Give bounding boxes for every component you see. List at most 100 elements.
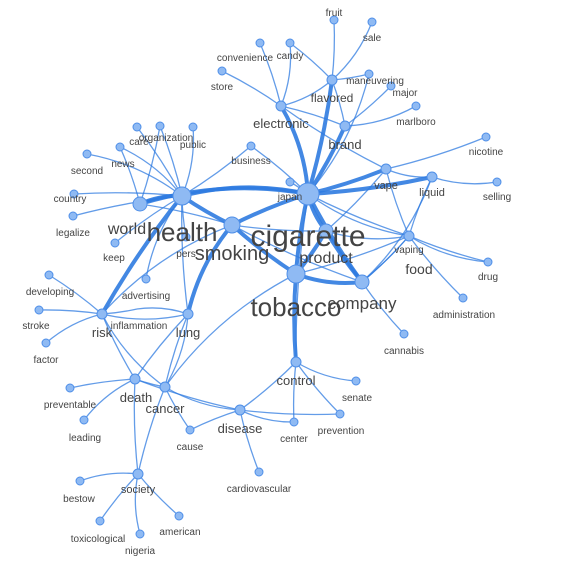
node-marlboro[interactable] xyxy=(411,101,421,111)
node-label-country: country xyxy=(54,194,87,205)
node-bestow[interactable] xyxy=(75,476,85,486)
edge-electronic-store xyxy=(221,70,282,107)
edge-disease-control xyxy=(239,361,297,411)
node-tobacco[interactable] xyxy=(286,264,306,284)
edge-liquid-vaping xyxy=(408,176,433,237)
node-selling[interactable] xyxy=(492,177,502,187)
node-lung[interactable] xyxy=(182,308,194,320)
node-organization[interactable] xyxy=(155,121,165,131)
edge-control-senate xyxy=(295,361,357,382)
edge-lung-inflammation xyxy=(136,307,189,315)
node-label-selling: selling xyxy=(483,192,511,203)
node-liquid[interactable] xyxy=(426,171,438,183)
edge-electronic-convenience xyxy=(259,42,282,107)
node-label-control: control xyxy=(276,373,315,388)
node-product[interactable] xyxy=(318,223,334,239)
node-flavored[interactable] xyxy=(326,74,338,86)
node-label-risk: risk xyxy=(92,325,113,340)
node-nicotine[interactable] xyxy=(481,132,491,142)
node-business[interactable] xyxy=(246,141,256,151)
node-label-disease: disease xyxy=(218,421,263,436)
edge-risk-factor xyxy=(45,313,103,344)
node-leading[interactable] xyxy=(79,415,89,425)
node-cardiovascular[interactable] xyxy=(254,467,264,477)
node-brand[interactable] xyxy=(339,120,351,132)
node-candy[interactable] xyxy=(285,38,295,48)
node-toxicological[interactable] xyxy=(95,516,105,526)
node-company[interactable] xyxy=(354,274,370,290)
node-care[interactable] xyxy=(132,122,142,132)
node-risk[interactable] xyxy=(96,308,108,320)
node-store[interactable] xyxy=(217,66,227,76)
edge-cancer-disease xyxy=(164,386,241,411)
node-label-food: food xyxy=(405,261,432,277)
edge-cigarette-maneuvering xyxy=(307,73,370,195)
node-label-news: news xyxy=(111,159,134,170)
node-smoking[interactable] xyxy=(223,216,241,234)
edge-control-center xyxy=(292,361,297,423)
node-label-bestow: bestow xyxy=(63,494,95,505)
node-label-store: store xyxy=(211,82,234,93)
node-label-cigarette: cigarette xyxy=(250,220,365,253)
edge-death-preventable xyxy=(69,378,136,389)
node-pers[interactable] xyxy=(181,232,191,242)
node-world[interactable] xyxy=(132,196,148,212)
node-developing[interactable] xyxy=(44,270,54,280)
node-label-center: center xyxy=(280,434,308,445)
node-disease[interactable] xyxy=(234,404,246,416)
node-cannabis[interactable] xyxy=(399,329,409,339)
node-control[interactable] xyxy=(290,356,302,368)
node-vape[interactable] xyxy=(380,163,392,175)
edge-society-bestow xyxy=(79,472,139,482)
node-cause[interactable] xyxy=(185,425,195,435)
node-advertising[interactable] xyxy=(141,274,151,284)
edge-cigarette-vaping xyxy=(307,193,410,237)
edge-smoking-lung xyxy=(186,223,234,315)
node-fruit[interactable] xyxy=(329,15,339,25)
node-society[interactable] xyxy=(132,468,144,480)
node-electronic[interactable] xyxy=(275,100,287,112)
node-stroke[interactable] xyxy=(34,305,44,315)
node-news[interactable] xyxy=(115,142,125,152)
node-center[interactable] xyxy=(289,417,299,427)
node-convenience[interactable] xyxy=(255,38,265,48)
node-death[interactable] xyxy=(129,373,141,385)
node-label-factor: factor xyxy=(33,355,59,366)
node-sale[interactable] xyxy=(367,17,377,27)
node-cancer[interactable] xyxy=(159,381,171,393)
node-japan[interactable] xyxy=(285,177,295,187)
node-label-world: world xyxy=(107,221,146,238)
node-public[interactable] xyxy=(188,122,198,132)
edge-liquid-selling xyxy=(431,176,498,185)
edge-lung-cancer xyxy=(164,313,189,388)
node-drug[interactable] xyxy=(483,257,493,267)
node-american[interactable] xyxy=(174,511,184,521)
node-label-public: public xyxy=(180,140,206,151)
node-cigarette[interactable] xyxy=(296,182,320,206)
node-nigeria[interactable] xyxy=(135,529,145,539)
edge-health-risk xyxy=(100,194,184,315)
node-preventable[interactable] xyxy=(65,383,75,393)
node-factor[interactable] xyxy=(41,338,51,348)
node-administration[interactable] xyxy=(458,293,468,303)
node-prevention[interactable] xyxy=(335,409,345,419)
node-keep[interactable] xyxy=(110,238,120,248)
edge-smoking-risk xyxy=(101,224,233,315)
node-label-legalize: legalize xyxy=(56,228,90,239)
edge-brand-marlboro xyxy=(344,105,417,127)
node-label-liquid: liquid xyxy=(419,187,445,199)
node-second[interactable] xyxy=(82,149,92,159)
node-health[interactable] xyxy=(172,186,192,206)
node-senate[interactable] xyxy=(351,376,361,386)
edge-food-drug xyxy=(408,235,489,263)
edge-tobacco-vaping xyxy=(295,235,410,275)
node-label-pers: pers xyxy=(176,249,195,260)
node-major[interactable] xyxy=(386,81,396,91)
node-maneuvering[interactable] xyxy=(364,69,374,79)
node-legalize[interactable] xyxy=(68,211,78,221)
node-vaping[interactable] xyxy=(403,230,415,242)
node-label-fruit: fruit xyxy=(326,8,343,19)
node-country[interactable] xyxy=(69,189,79,199)
edge-cancer-society xyxy=(137,386,166,475)
edge-brand-electronic xyxy=(280,105,346,127)
